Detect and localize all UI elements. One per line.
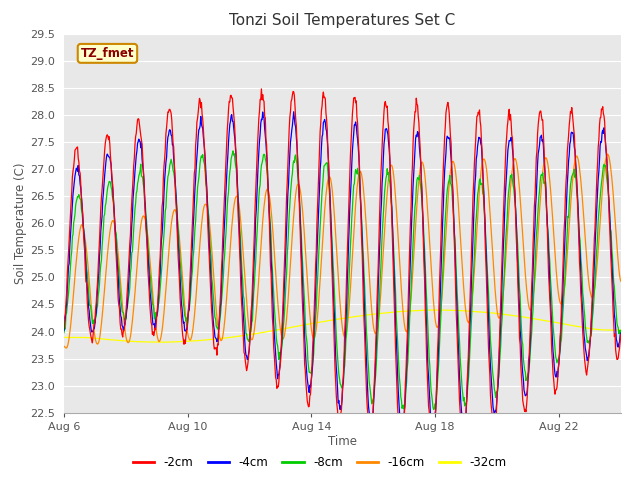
Text: TZ_fmet: TZ_fmet — [81, 47, 134, 60]
Y-axis label: Soil Temperature (C): Soil Temperature (C) — [14, 162, 28, 284]
Title: Tonzi Soil Temperatures Set C: Tonzi Soil Temperatures Set C — [229, 13, 456, 28]
X-axis label: Time: Time — [328, 434, 357, 448]
Legend: -2cm, -4cm, -8cm, -16cm, -32cm: -2cm, -4cm, -8cm, -16cm, -32cm — [129, 452, 511, 474]
